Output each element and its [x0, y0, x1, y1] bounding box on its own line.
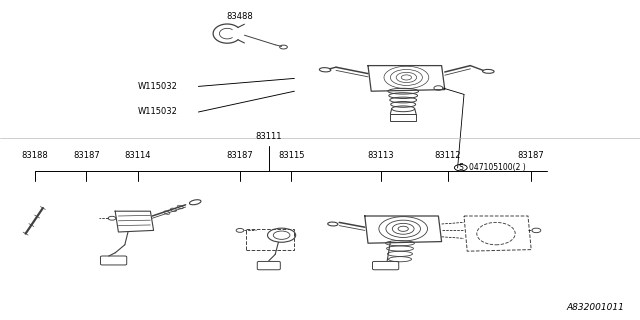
- Text: 83112: 83112: [435, 151, 461, 160]
- Text: S: S: [458, 163, 463, 172]
- Text: 83115: 83115: [278, 151, 305, 160]
- Text: 047105100(2 ): 047105100(2 ): [469, 163, 526, 172]
- Text: 83488: 83488: [227, 12, 253, 21]
- Text: A832001011: A832001011: [566, 303, 624, 312]
- Text: 83187: 83187: [227, 151, 253, 160]
- Text: 83188: 83188: [22, 151, 49, 160]
- Text: 83187: 83187: [73, 151, 100, 160]
- Text: W115032: W115032: [138, 108, 177, 116]
- Text: 83111: 83111: [255, 132, 282, 141]
- Text: 83114: 83114: [124, 151, 151, 160]
- Text: W115032: W115032: [138, 82, 177, 91]
- Text: 83187: 83187: [518, 151, 545, 160]
- Text: 83113: 83113: [367, 151, 394, 160]
